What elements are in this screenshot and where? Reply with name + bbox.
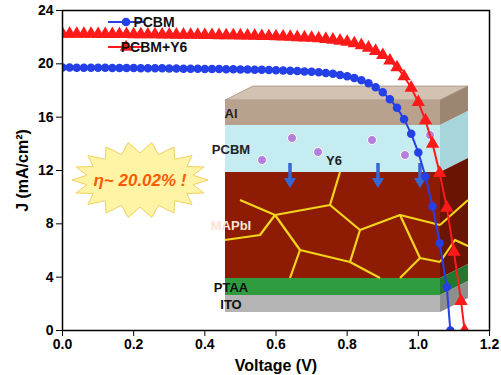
svg-text:PCBM+Y6: PCBM+Y6 xyxy=(121,39,188,55)
svg-text:Al: Al xyxy=(225,106,238,121)
svg-text:0.0: 0.0 xyxy=(53,336,73,352)
svg-text:PCBM: PCBM xyxy=(133,14,174,30)
svg-text:4: 4 xyxy=(46,269,54,285)
svg-text:η~ 20.02% !: η~ 20.02% ! xyxy=(93,171,186,190)
svg-text:0: 0 xyxy=(45,322,54,338)
svg-text:MAPbI: MAPbI xyxy=(211,218,251,233)
svg-text:0.8: 0.8 xyxy=(337,336,357,352)
svg-text:24: 24 xyxy=(38,2,54,18)
svg-text:ITO: ITO xyxy=(220,297,241,312)
svg-text:PCBM: PCBM xyxy=(212,142,250,157)
svg-text:1.2: 1.2 xyxy=(480,336,500,352)
svg-text:8: 8 xyxy=(46,215,54,231)
svg-text:20: 20 xyxy=(38,55,54,71)
svg-text:J (mA/cm²): J (mA/cm²) xyxy=(14,129,31,212)
svg-text:1.0: 1.0 xyxy=(409,336,429,352)
svg-text:16: 16 xyxy=(38,109,54,125)
svg-text:12: 12 xyxy=(38,162,54,178)
svg-text:0.2: 0.2 xyxy=(124,336,144,352)
svg-text:0.4: 0.4 xyxy=(195,336,215,352)
svg-text:Voltage (V): Voltage (V) xyxy=(235,357,317,374)
svg-text:Y6: Y6 xyxy=(326,153,342,168)
svg-text:0.6: 0.6 xyxy=(266,336,286,352)
svg-text:PTAA: PTAA xyxy=(214,280,249,295)
